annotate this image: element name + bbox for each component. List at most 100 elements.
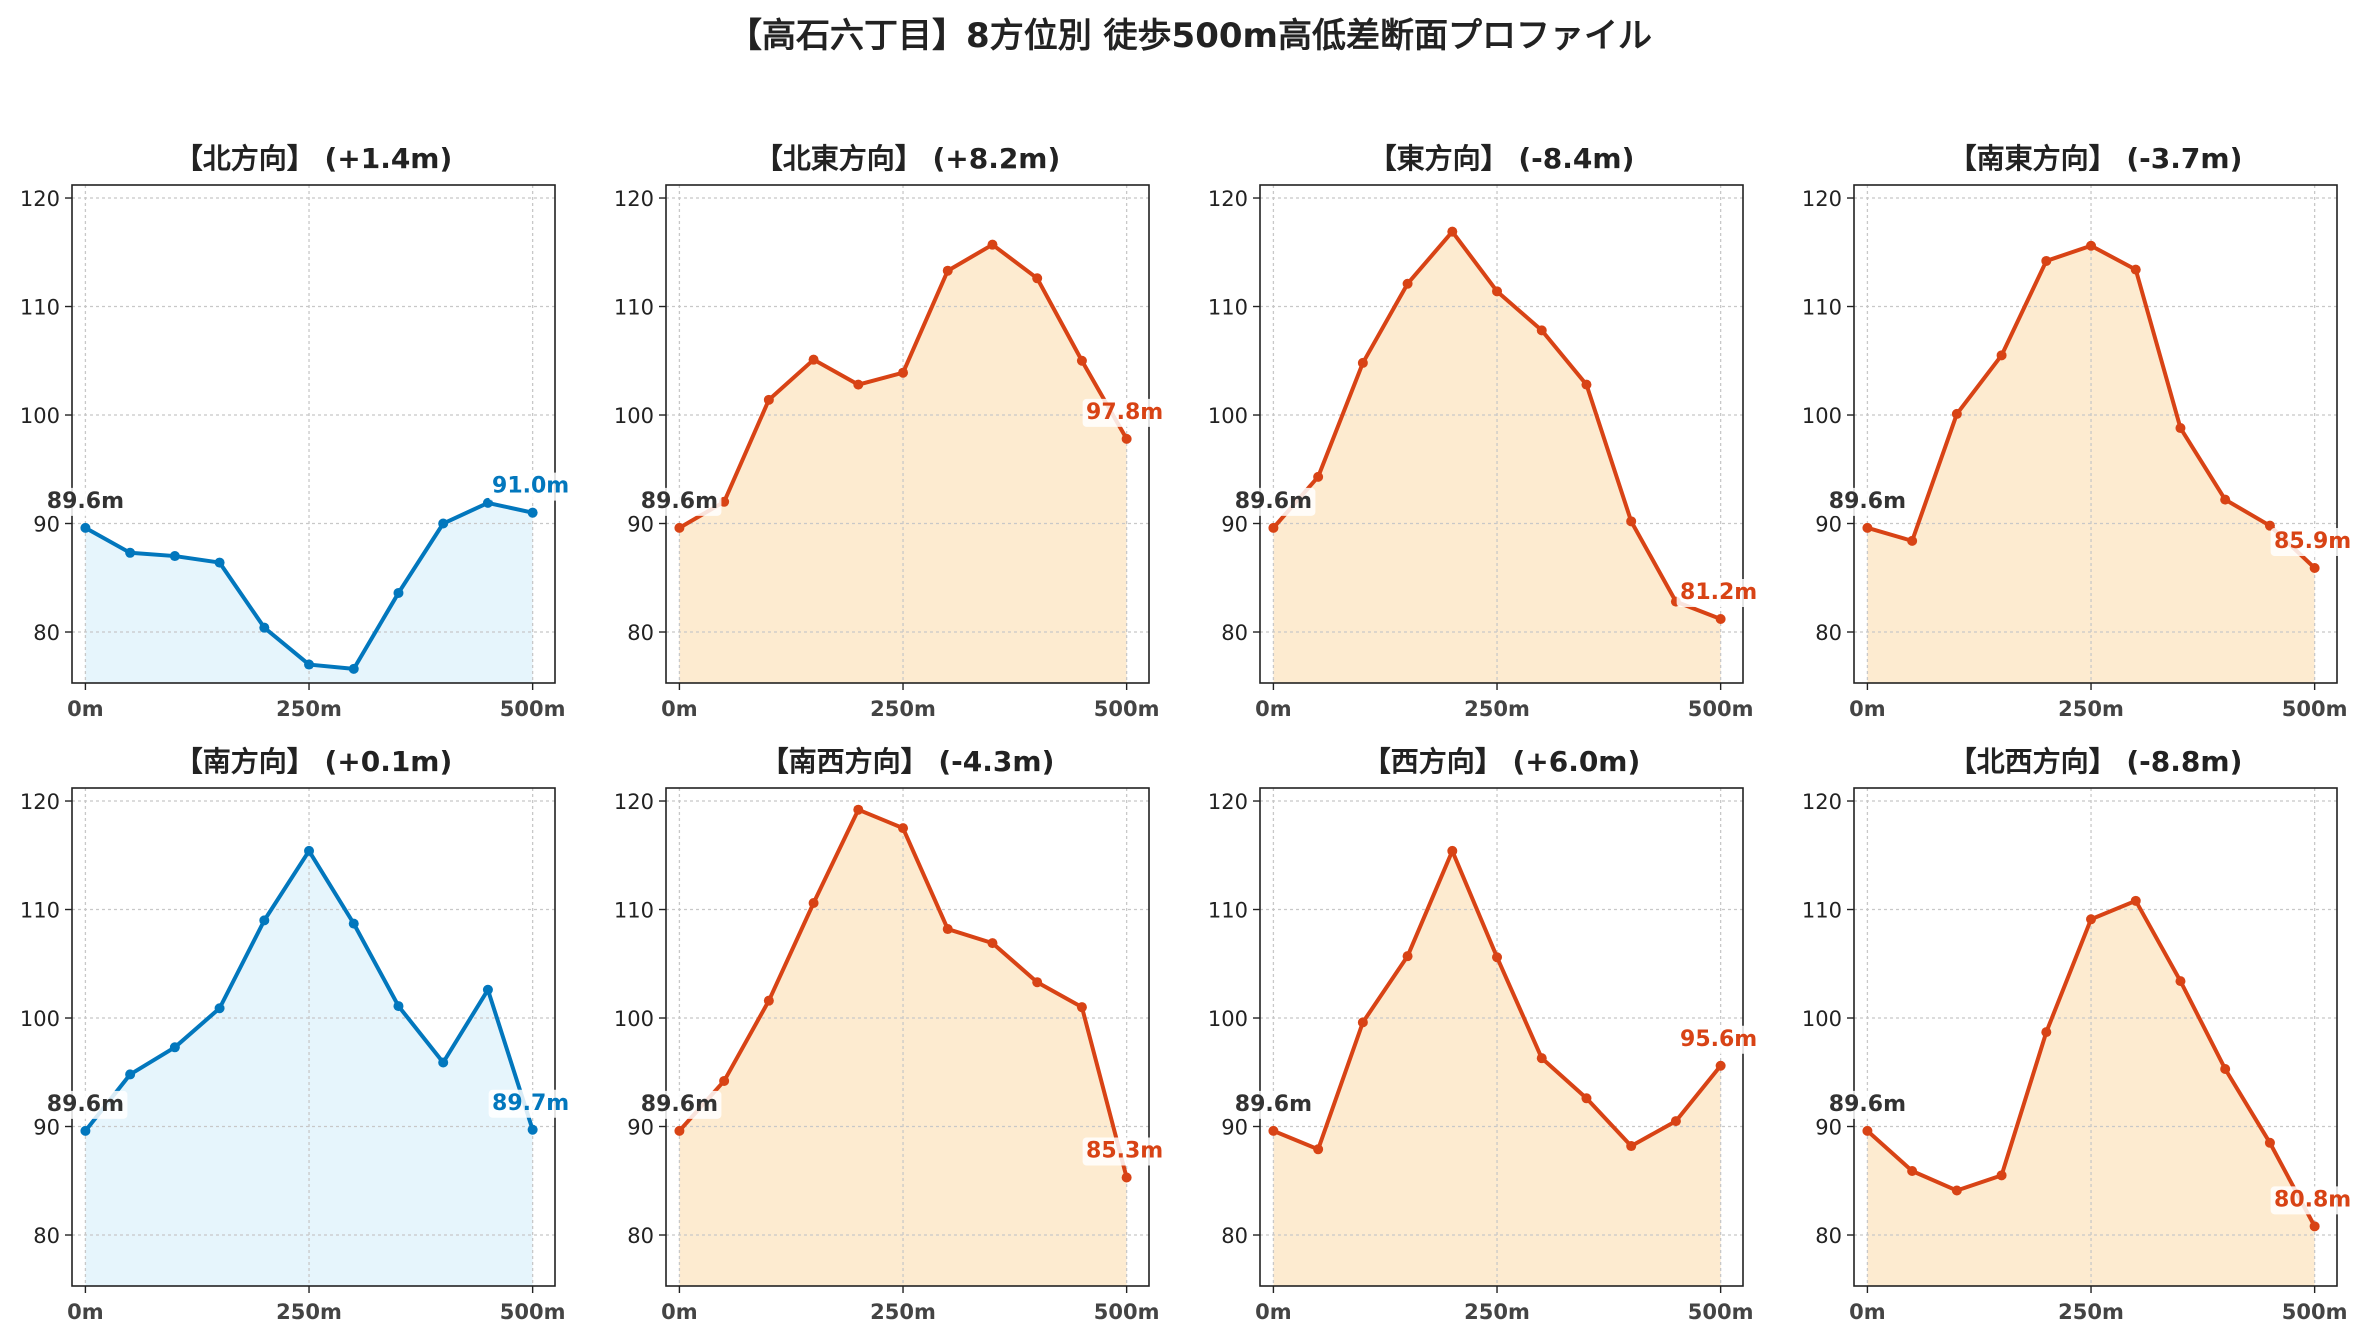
data-point bbox=[898, 823, 909, 834]
y-tick-label: 90 bbox=[627, 513, 654, 537]
panel-title: 【南東方向】 (-3.7m) bbox=[1949, 142, 2243, 175]
data-point bbox=[1907, 1165, 1918, 1176]
x-tick-label: 250m bbox=[870, 697, 936, 721]
data-point bbox=[853, 804, 864, 815]
data-point bbox=[2220, 494, 2231, 505]
start-elevation-label: 89.6m bbox=[641, 1092, 718, 1117]
x-tick-label: 250m bbox=[276, 1300, 342, 1324]
data-point bbox=[2086, 914, 2097, 925]
end-label-bg bbox=[2270, 527, 2355, 556]
data-point bbox=[169, 551, 180, 562]
y-tick-label: 90 bbox=[1815, 513, 1842, 537]
data-point bbox=[2220, 1064, 2231, 1075]
panel-2: 【東方向】 (-8.4m) 80 90 100 110 120 0m 250m 500m 89.6… bbox=[1208, 142, 1761, 721]
panel-title: 【南西方向】 (-4.3m) bbox=[761, 745, 1055, 778]
data-point bbox=[2309, 562, 2320, 573]
panel-3: 【南東方向】 (-3.7m) 80 90 100 110 120 0m 250m 500m 89.… bbox=[1802, 142, 2355, 721]
x-tick-label: 250m bbox=[276, 697, 342, 721]
data-point bbox=[438, 1057, 449, 1068]
panel-4: 【南方向】 (+0.1m) 80 90 100 110 120 0m 250m 500m 89.6… bbox=[20, 745, 573, 1324]
y-tick-label: 80 bbox=[1221, 621, 1248, 645]
plot-frame bbox=[71, 184, 556, 684]
data-point bbox=[1715, 613, 1726, 624]
data-point bbox=[719, 1075, 730, 1086]
data-point bbox=[1121, 433, 1132, 444]
data-point bbox=[304, 659, 315, 670]
data-point bbox=[719, 496, 730, 507]
data-point bbox=[1581, 379, 1592, 390]
x-tick-label: 0m bbox=[1255, 1300, 1292, 1324]
plot-frame bbox=[665, 184, 1150, 684]
panel-title: 【南方向】 (+0.1m) bbox=[175, 745, 453, 778]
x-tick-label: 0m bbox=[1255, 697, 1292, 721]
panel-1: 【北東方向】 (+8.2m) 80 90 100 110 120 0m 250m 500m 89.… bbox=[614, 142, 1167, 721]
data-point bbox=[2264, 520, 2275, 531]
data-point bbox=[348, 663, 359, 674]
figure-title: 【高石六丁目】8方位別 徒歩500m高低差断面プロファイル bbox=[728, 16, 1652, 56]
data-point bbox=[1447, 226, 1458, 237]
y-tick-label: 100 bbox=[1208, 1007, 1248, 1031]
data-point bbox=[214, 557, 225, 568]
x-tick-label: 500m bbox=[1688, 1300, 1754, 1324]
y-tick-label: 90 bbox=[33, 1116, 60, 1140]
end-elevation-label: 97.8m bbox=[1086, 400, 1163, 425]
data-point bbox=[987, 938, 998, 949]
data-point bbox=[942, 924, 953, 935]
data-point bbox=[527, 507, 538, 518]
data-point bbox=[259, 622, 270, 633]
data-point bbox=[1996, 1170, 2007, 1181]
end-elevation-label: 91.0m bbox=[492, 474, 569, 499]
x-tick-label: 500m bbox=[1094, 1300, 1160, 1324]
data-point bbox=[1032, 977, 1043, 988]
panel-title: 【東方向】 (-8.4m) bbox=[1369, 142, 1635, 175]
data-point bbox=[1357, 357, 1368, 368]
data-point bbox=[1268, 522, 1279, 533]
start-label-bg bbox=[1825, 1090, 1910, 1119]
data-point bbox=[1032, 273, 1043, 284]
data-point bbox=[1670, 1116, 1681, 1127]
data-point bbox=[2041, 1027, 2052, 1038]
data-point bbox=[763, 995, 774, 1006]
start-elevation-label: 89.6m bbox=[1829, 1092, 1906, 1117]
start-elevation-label: 89.6m bbox=[47, 489, 124, 514]
x-tick-label: 0m bbox=[661, 1300, 698, 1324]
end-label-bg bbox=[1082, 398, 1167, 427]
data-point bbox=[853, 379, 864, 390]
data-point bbox=[214, 1003, 225, 1014]
panel-6: 【西方向】 (+6.0m) 80 90 100 110 120 0m 250m 500m 89.6… bbox=[1208, 745, 1761, 1324]
plot-frame bbox=[1259, 184, 1744, 684]
y-tick-label: 90 bbox=[33, 513, 60, 537]
area-fill bbox=[1867, 900, 2315, 1286]
start-label-bg bbox=[1231, 1090, 1316, 1119]
panel-7: 【北西方向】 (-8.8m) 80 90 100 110 120 0m 250m 500m 89.… bbox=[1802, 745, 2355, 1324]
x-tick-label: 250m bbox=[2058, 1300, 2124, 1324]
data-point bbox=[393, 587, 404, 598]
data-point bbox=[1626, 516, 1637, 527]
y-tick-label: 90 bbox=[627, 1116, 654, 1140]
y-tick-label: 80 bbox=[627, 621, 654, 645]
data-point bbox=[1536, 1053, 1547, 1064]
start-label-bg bbox=[1825, 487, 1910, 516]
data-point bbox=[2175, 976, 2186, 987]
x-tick-label: 0m bbox=[1849, 697, 1886, 721]
data-point bbox=[1715, 1060, 1726, 1071]
data-point bbox=[674, 522, 685, 533]
data-point bbox=[482, 984, 493, 995]
y-tick-label: 80 bbox=[33, 1224, 60, 1248]
y-tick-label: 100 bbox=[20, 404, 60, 428]
x-tick-label: 500m bbox=[2282, 697, 2348, 721]
end-elevation-label: 85.3m bbox=[1086, 1139, 1163, 1164]
plot-frame bbox=[1853, 787, 2338, 1287]
area-fill bbox=[85, 850, 533, 1286]
area-fill bbox=[1867, 245, 2315, 683]
y-tick-label: 120 bbox=[1802, 187, 1842, 211]
y-tick-label: 100 bbox=[614, 1007, 654, 1031]
data-point bbox=[438, 518, 449, 529]
data-point bbox=[1626, 1141, 1637, 1152]
y-tick-label: 110 bbox=[614, 296, 654, 320]
end-label-bg bbox=[2270, 1186, 2355, 1215]
end-elevation-label: 95.6m bbox=[1680, 1027, 1757, 1052]
data-point bbox=[987, 239, 998, 250]
y-tick-label: 100 bbox=[1802, 404, 1842, 428]
